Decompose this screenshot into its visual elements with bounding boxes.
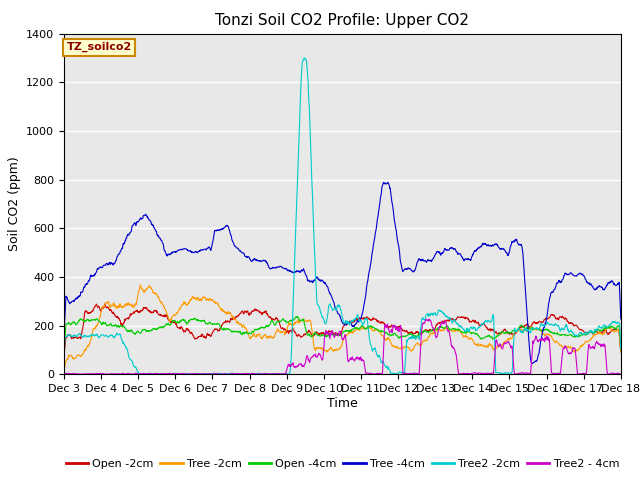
X-axis label: Time: Time [327,397,358,410]
Y-axis label: Soil CO2 (ppm): Soil CO2 (ppm) [8,156,20,252]
Title: Tonzi Soil CO2 Profile: Upper CO2: Tonzi Soil CO2 Profile: Upper CO2 [216,13,469,28]
Legend: Open -2cm, Tree -2cm, Open -4cm, Tree -4cm, Tree2 -2cm, Tree2 - 4cm: Open -2cm, Tree -2cm, Open -4cm, Tree -4… [61,455,623,474]
Text: TZ_soilco2: TZ_soilco2 [67,42,132,52]
